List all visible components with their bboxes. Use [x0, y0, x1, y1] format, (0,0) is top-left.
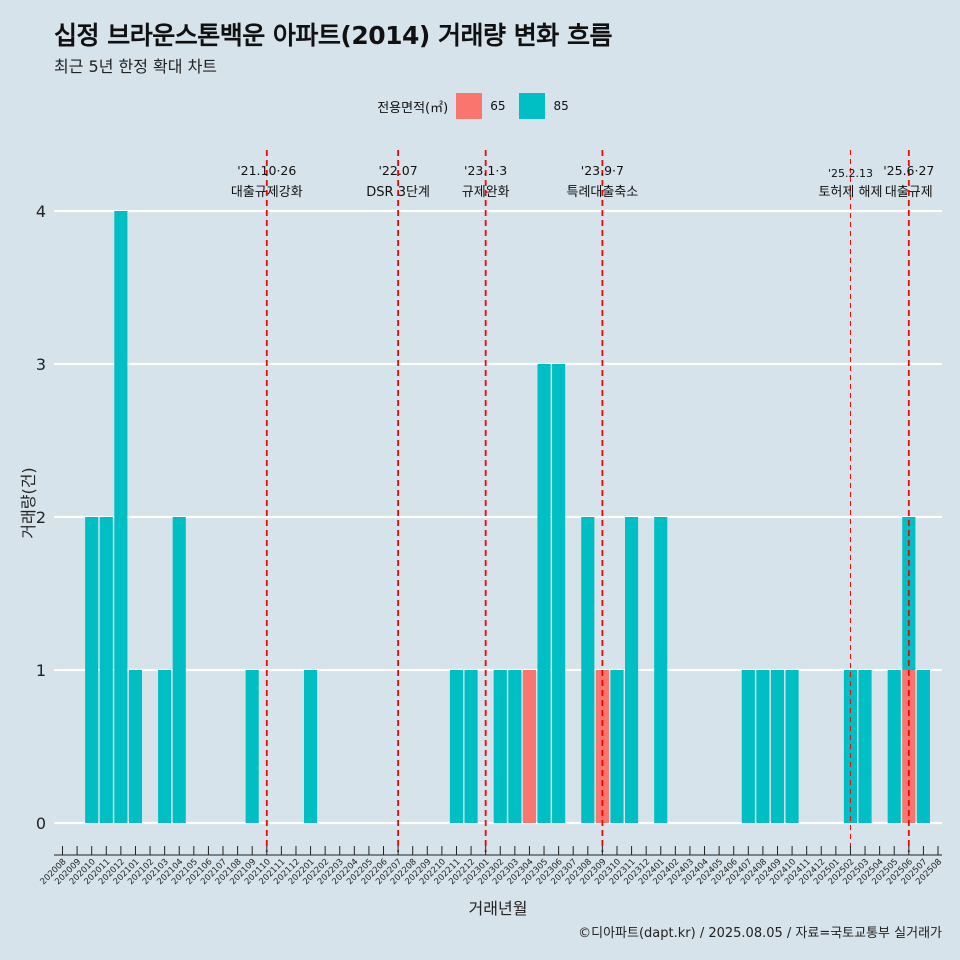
- bar-85-202503: [858, 670, 872, 823]
- annotations: '21.10·26 대출규제강화 '22.07 DSR 3단계 '23.1·3 규제완화 '…: [231, 150, 934, 852]
- legend-item-65: 65: [456, 93, 505, 119]
- bar-85-202104: [172, 517, 186, 823]
- annotation-date-202301: '23.1·3: [464, 163, 507, 178]
- x-axis: 2020082020092020102020112020122021012021…: [39, 846, 944, 887]
- bar-85-202310: [610, 670, 624, 823]
- bar-85-202212: [464, 670, 478, 823]
- legend-title: 전용면적(㎡): [377, 100, 449, 116]
- bar-85-202408: [756, 670, 770, 823]
- legend-swatch-85: [519, 93, 546, 119]
- annotation-date-202502: '25.2.13: [828, 167, 873, 180]
- bar-85-202305: [537, 364, 551, 823]
- bar-85-202011: [99, 517, 113, 823]
- annotation-label-202207: DSR 3단계: [366, 185, 430, 200]
- bar-65-202304: [522, 670, 536, 823]
- y-tick-label-1: 1: [36, 661, 46, 680]
- annotation-label-202110: 대출규제강화: [231, 185, 303, 200]
- bar-85-202401: [654, 517, 668, 823]
- annotation-label-202309: 특례대출축소: [567, 185, 639, 200]
- chart-title: 십정 브라운스톤백운 아파트(2014) 거래량 변화 흐름: [54, 21, 612, 50]
- bar-85-202409: [770, 670, 785, 823]
- y-tick-label-0: 0: [36, 814, 46, 833]
- chart-subtitle: 최근 5년 한정 확대 차트: [54, 57, 218, 76]
- bar-85-202303: [508, 670, 522, 823]
- annotation-label-202502: 토허제 해제: [818, 185, 882, 200]
- bar-85-202311: [625, 517, 639, 823]
- bar-85-202308: [581, 517, 595, 823]
- bar-85-202211: [449, 670, 464, 823]
- annotation-label-202506: 대출규제: [885, 185, 933, 200]
- y-axis-label: 거래량(건): [19, 467, 38, 538]
- source-caption: ©디아파트(dapt.kr) / 2025.08.05 / 자료=국토교통부 실…: [578, 926, 942, 941]
- y-tick-label-3: 3: [36, 355, 46, 374]
- bar-85-202103: [158, 670, 172, 823]
- bar-85-202101: [128, 670, 143, 823]
- bar-85-202109: [245, 670, 259, 823]
- annotation-date-202506: '25.6·27: [883, 163, 934, 178]
- bar-65-202309: [595, 670, 609, 823]
- y-axis: 0 1 2 3 4: [36, 202, 46, 833]
- legend-item-85: 85: [519, 93, 569, 119]
- bar-85-202407: [741, 670, 755, 823]
- bar-85-202302: [493, 670, 507, 823]
- legend-label-85: 85: [553, 99, 569, 113]
- y-tick-label-4: 4: [36, 202, 46, 221]
- legend: 전용면적(㎡) 65 85: [0, 93, 960, 119]
- legend-swatch-65: [456, 93, 483, 119]
- x-axis-label: 거래년월: [469, 899, 528, 918]
- annotation-date-202207: '22.07: [378, 163, 417, 178]
- bar-65-202506: [902, 670, 916, 823]
- legend-label-65: 65: [490, 99, 506, 113]
- annotation-date-202110: '21.10·26: [237, 163, 296, 178]
- annotation-date-202309: '23.9·7: [581, 163, 624, 178]
- bar-85-202012: [114, 211, 128, 823]
- annotation-label-202301: 규제완화: [462, 185, 510, 200]
- y-tick-label-2: 2: [36, 508, 46, 527]
- bar-85-202505: [887, 670, 901, 823]
- bar-85-202507: [916, 670, 930, 823]
- bar-85-202010: [85, 517, 99, 823]
- bar-85-202201: [303, 670, 318, 823]
- bars: [85, 211, 930, 823]
- bar-85-202306: [552, 364, 566, 823]
- bar-85-202410: [785, 670, 799, 823]
